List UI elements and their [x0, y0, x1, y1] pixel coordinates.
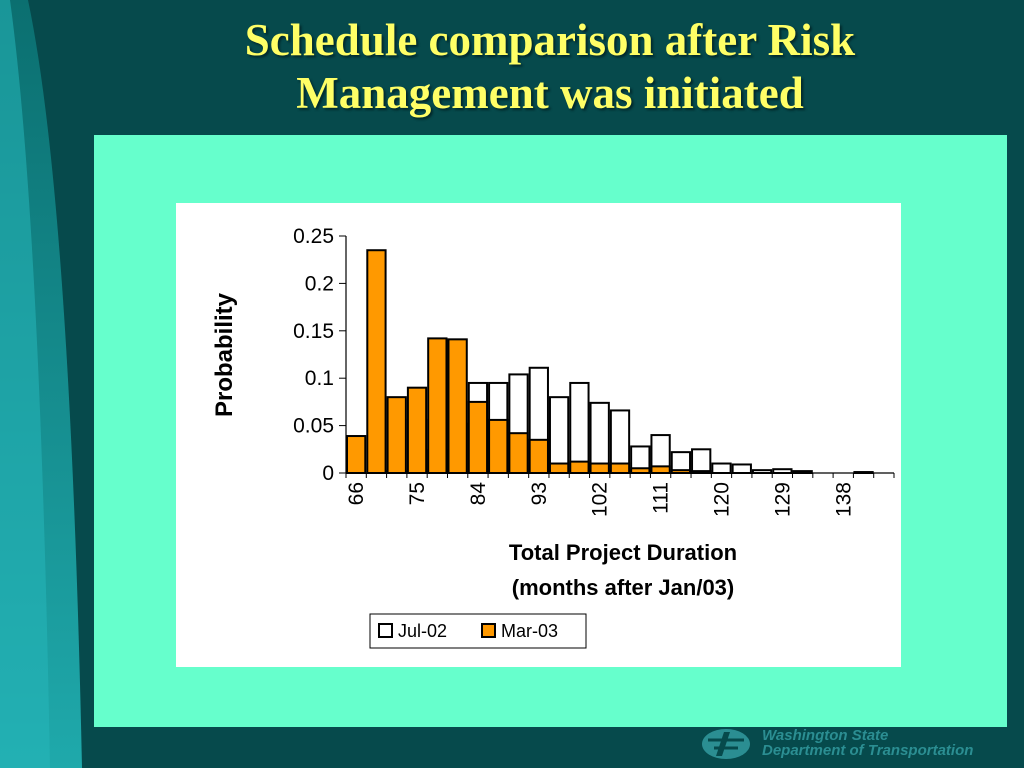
chart-area: 0 0.05 0.1 0.15 0.2 0.25 66 75 84 93 102 111 120 129 1… [176, 203, 901, 667]
bar-mar03 [609, 462, 631, 474]
bar-jul02 [548, 396, 570, 474]
x-axis-label-line2: (months after Jan/03) [512, 575, 735, 600]
bar-mar03 [650, 465, 671, 475]
bar-mar03 [589, 462, 610, 474]
histogram-chart: 0 0.05 0.1 0.15 0.2 0.25 66 75 84 93 102 111 120 129 1… [211, 225, 895, 649]
wsdot-logo-icon [702, 729, 750, 759]
bar-mar03 [630, 467, 651, 475]
y-axis-label: Probability [211, 292, 238, 417]
bar-mar03 [386, 396, 407, 474]
y-tick-label: 0.25 [293, 225, 334, 248]
legend-label-jul02: Jul-02 [398, 621, 447, 641]
x-tick-label: 102 [589, 482, 612, 517]
bar-mar03 [467, 400, 489, 474]
y-tick-label: 0.15 [293, 320, 334, 343]
x-tick-label: 93 [528, 482, 551, 505]
bar-mar03 [488, 418, 509, 475]
bar-jul02 [731, 463, 752, 474]
x-axis-label-line1: Total Project Duration [509, 540, 737, 565]
x-tick-label: 120 [710, 482, 733, 517]
bar-jul02 [589, 401, 610, 475]
bar-jul02 [711, 462, 732, 474]
bar-mar03 [447, 338, 468, 474]
x-tick-label: 129 [771, 482, 794, 517]
slide-title-line2: Management was initiated [296, 68, 804, 118]
logo-text-line1: Washington State [762, 727, 889, 744]
x-tick-label: 75 [406, 482, 429, 505]
bar-mar03 [406, 386, 428, 474]
y-tick-label: 0.05 [293, 415, 334, 438]
legend-swatch-mar03 [481, 623, 496, 638]
x-tick-label: 84 [467, 482, 490, 506]
y-tick-label: 0.1 [305, 367, 334, 390]
bar-mar03 [346, 435, 367, 474]
legend-swatch-jul02 [378, 623, 393, 638]
y-tick-label: 0.2 [305, 272, 334, 295]
bar-mar03 [366, 249, 387, 474]
x-tick-label: 138 [832, 482, 855, 517]
bar-mar03 [569, 460, 590, 474]
y-tick-label: 0 [322, 462, 334, 485]
legend-box [369, 613, 587, 649]
slide-title: Schedule comparison after Risk Managemen… [110, 14, 990, 120]
bar-jul02 [569, 381, 590, 474]
bar-mar03 [508, 432, 529, 475]
bar-mar03 [528, 438, 549, 475]
bar-mar03 [427, 337, 448, 474]
x-tick-label: 66 [345, 482, 368, 505]
slide-title-line1: Schedule comparison after Risk [244, 15, 856, 65]
x-tick-label: 111 [650, 482, 673, 514]
bar-jul02 [691, 448, 712, 475]
bar-mar03 [548, 462, 570, 474]
legend-label-mar03: Mar-03 [501, 621, 558, 641]
logo-text-line2: Department of Transportation [762, 742, 974, 759]
